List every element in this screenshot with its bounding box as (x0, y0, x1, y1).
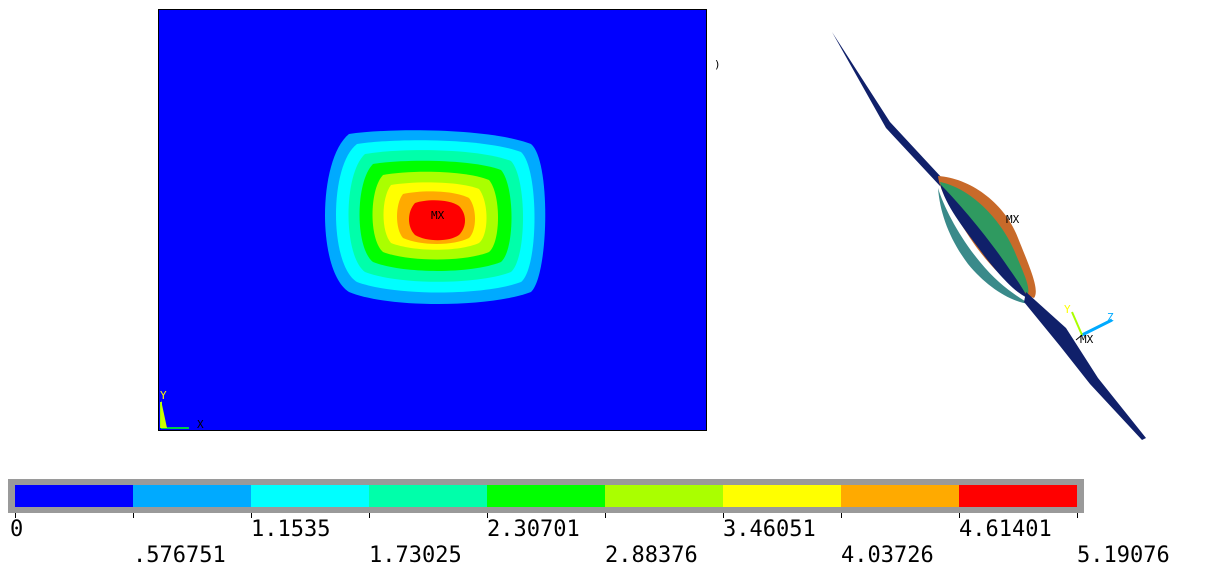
deformed-shape-view[interactable]: MX MX Y Z (820, 28, 1160, 446)
triad-y-axis (1071, 311, 1083, 336)
contour-band-9 (409, 200, 465, 241)
legend-tick (841, 513, 842, 518)
triad-x-label: X (197, 418, 204, 431)
legend-value: 2.30701 (487, 517, 580, 542)
legend-tick (487, 513, 488, 518)
legend-swatch-6 (605, 485, 723, 507)
legend-swatch-8 (841, 485, 959, 507)
legend-bar (15, 485, 1077, 507)
bulge-dark-band (940, 184, 1028, 298)
legend-swatch-7 (723, 485, 841, 507)
legend-tick (251, 513, 252, 518)
legend-tick (15, 513, 16, 518)
legend-value: 1.1535 (251, 517, 331, 542)
bulge-lower (938, 188, 1030, 304)
legend-tick (959, 513, 960, 518)
max-marker-3d: MX (1006, 213, 1020, 226)
legend-swatch-5 (487, 485, 605, 507)
legend-swatch-9 (959, 485, 1077, 507)
legend-swatch-2 (133, 485, 251, 507)
contour-bands (159, 10, 706, 430)
max-marker: MX (431, 209, 445, 222)
legend-value: 3.46051 (723, 517, 816, 542)
plate-upper (832, 32, 942, 186)
triad-x-axis (1075, 334, 1083, 341)
plate-lower (1024, 292, 1146, 440)
color-legend (8, 479, 1084, 513)
legend-value: .576751 (133, 543, 226, 568)
legend-swatch-4 (369, 485, 487, 507)
triad-marker (161, 400, 167, 428)
triad-z-axis (1081, 318, 1113, 337)
legend-value: 4.61401 (959, 517, 1052, 542)
legend-value: 2.88376 (605, 543, 698, 568)
contour-plot[interactable]: MX Y X (158, 9, 707, 431)
legend-swatch-3 (251, 485, 369, 507)
legend-tick (723, 513, 724, 518)
triad-y-label-3d: Y (1064, 303, 1071, 316)
legend-value: 0 (10, 517, 24, 542)
side-mark: ) (714, 58, 721, 71)
min-marker-3d: MX (1080, 333, 1094, 346)
legend-tick (133, 513, 134, 518)
legend-value: 5.19076 (1077, 543, 1170, 568)
legend-swatch-1 (15, 485, 133, 507)
legend-tick (369, 513, 370, 518)
legend-tick (605, 513, 606, 518)
triad-z-label-3d: Z (1107, 311, 1114, 324)
deformed-shape (832, 32, 1146, 440)
triad-y-label: Y (160, 389, 167, 402)
legend-value: 1.73025 (369, 543, 462, 568)
legend-value: 4.03726 (841, 543, 934, 568)
legend-tick (1077, 513, 1078, 518)
